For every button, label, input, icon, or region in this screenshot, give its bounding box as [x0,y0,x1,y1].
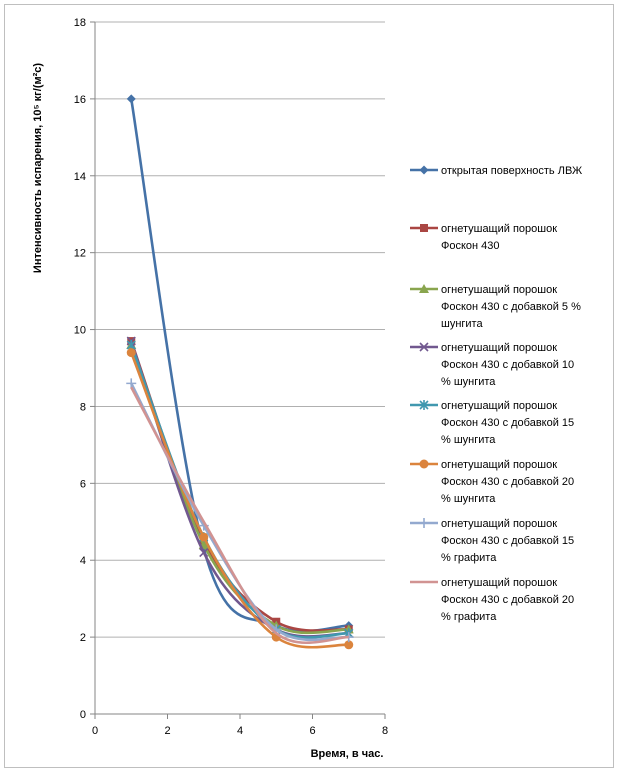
legend-label: огнетушащий порошок [441,400,557,412]
legend-label: огнетушащий порошок [441,459,557,471]
legend-label: Фоскон 430 [441,240,500,252]
y-tick-label: 2 [80,632,86,644]
legend-label: Фоскон 430 с добавкой 10 [441,359,574,371]
legend-item-2: огнетушащий порошок Фоскон 430 [410,223,557,252]
x-tick-label: 4 [237,725,243,737]
y-tick-label: 16 [74,94,86,106]
legend-item-3: огнетушащий порошок Фоскон 430 с добавкой… [410,284,581,330]
series-line [130,344,349,635]
y-tick-label: 18 [74,17,86,29]
series-line [130,386,349,645]
legend-label: огнетушащий порошок [441,223,557,235]
legend-item-5: огнетушащий порошок Фоскон 430 с добавкой… [410,400,574,446]
data-point [344,640,354,650]
y-axis-label: Интенсивность испарения, 10⁵ кг/(м²с) [32,63,44,273]
series-line [130,352,349,649]
legend-swatch-marker [419,342,429,352]
legend-item-6: огнетушащий порошок Фоскон 430 с добавкой… [410,459,574,505]
legend-item-4: огнетушащий порошок Фоскон 430 с добавкой… [410,342,574,388]
y-tick-label: 14 [74,171,86,183]
y-tick-labels: 0 2 4 6 8 10 12 14 16 18 [74,17,86,721]
legend-item-1: открытая поверхность ЛВЖ [410,165,582,177]
legend-swatch-marker [419,400,429,410]
x-tick-label: 2 [164,725,170,737]
series-5 [126,339,354,639]
legend-label: огнетушащий порошок [441,518,557,530]
x-axis-label: Время, в час. [311,748,384,760]
series-8 [130,386,349,645]
x-tick-label: 0 [92,725,98,737]
y-tick-label: 10 [74,325,86,337]
legend-label: огнетушащий порошок [441,577,557,589]
legend: открытая поверхность ЛВЖ огнетушащий поро… [410,165,582,623]
gridlines [95,21,385,638]
y-tick-label: 0 [80,709,86,721]
legend-label: % графита [441,552,497,564]
y-tick-label: 6 [80,478,86,490]
legend-label: Фоскон 430 с добавкой 20 [441,476,574,488]
data-point [126,94,136,104]
legend-item-7: огнетушащий порошок Фоскон 430 с добавкой… [410,518,574,564]
legend-label: Фоскон 430 с добавкой 15 [441,417,574,429]
series-layer [126,94,354,650]
data-point [126,378,137,389]
data-point [199,532,209,542]
series-line [129,98,349,633]
legend-swatch-marker [419,284,429,293]
legend-swatch-marker [419,518,429,528]
legend-label: Фоскон 430 с добавкой 15 [441,535,574,547]
series-6 [126,348,354,650]
legend-label: огнетушащий порошок [441,284,557,296]
data-point [199,547,209,558]
x-tick-label: 8 [382,725,388,737]
legend-label: шунгита [441,318,483,330]
legend-label: Фоскон 430 с добавкой 20 [441,594,574,606]
legend-item-8: огнетушащий порошок Фоскон 430 с добавкой… [410,577,574,623]
series-line [130,344,349,639]
x-tick-labels: 0 2 4 6 8 [92,725,388,737]
x-tick-label: 6 [309,725,315,737]
legend-label: открытая поверхность ЛВЖ [441,165,582,177]
legend-swatch-marker [419,459,429,469]
legend-label: % шунгита [441,493,496,505]
axes [90,21,386,719]
series-line [130,382,349,642]
legend-swatch-marker [419,165,429,175]
y-tick-label: 4 [80,555,86,567]
legend-label: % шунгита [441,434,496,446]
legend-label: огнетушащий порошок [441,342,557,354]
legend-label: % графита [441,611,497,623]
y-tick-label: 12 [74,248,86,260]
series-3 [126,339,354,635]
legend-label: % шунгита [441,376,496,388]
y-tick-label: 8 [80,401,86,413]
data-point [126,348,136,358]
series-2 [127,337,353,634]
legend-label: Фоскон 430 с добавкой 5 % [441,301,581,313]
series-1 [126,94,354,633]
legend-swatch-marker [420,224,428,232]
